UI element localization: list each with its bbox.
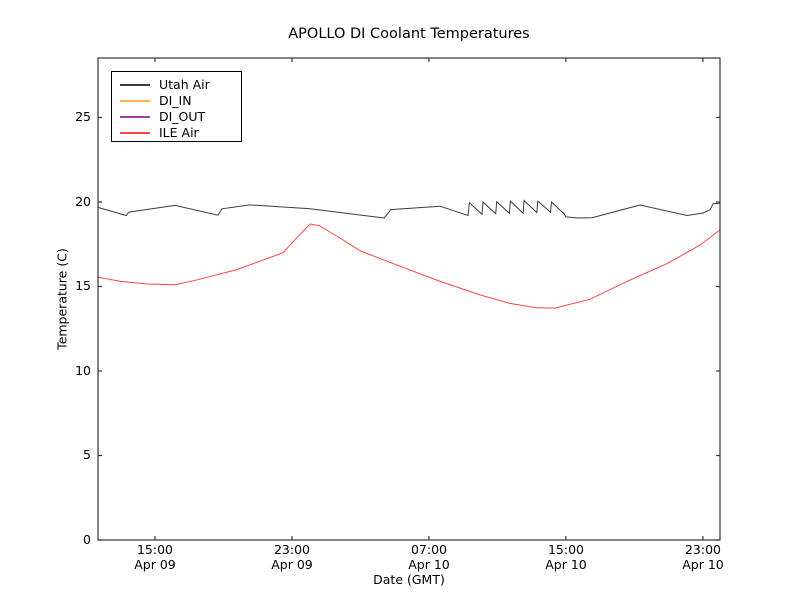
x-tick-label-1: 23:00 Apr 09 (250, 542, 334, 572)
x-tick-label-0: 15:00 Apr 09 (113, 542, 197, 572)
legend-item-di-in: DI_IN (120, 93, 233, 109)
legend: Utah Air DI_IN DI_OUT ILE Air (111, 71, 242, 142)
x-tick-time: 15:00 (547, 542, 585, 557)
x-tick-time: 07:00 (410, 542, 448, 557)
x-tick-date: Apr 10 (682, 557, 724, 572)
x-tick-label-2: 07:00 Apr 10 (387, 542, 471, 572)
x-tick-time: 23:00 (273, 542, 311, 557)
y-axis-label: Temperature (C) (54, 248, 70, 350)
ile-air-line-swatch (120, 132, 150, 134)
tick-marks (98, 58, 720, 541)
y-tick-label-25: 25 (75, 109, 91, 124)
legend-item-ile-air: ILE Air (120, 125, 233, 141)
x-tick-label-4: 23:00 Apr 10 (661, 542, 745, 572)
x-tick-date: Apr 09 (271, 557, 313, 572)
di-in-line-swatch (120, 100, 150, 102)
y-tick-label-0: 0 (83, 532, 91, 547)
y-tick-label-10: 10 (75, 363, 91, 378)
legend-label: DI_OUT (159, 109, 206, 124)
legend-label: Utah Air (159, 77, 210, 92)
legend-label: DI_IN (159, 93, 192, 108)
x-tick-time: 23:00 (684, 542, 722, 557)
legend-label: ILE Air (159, 125, 199, 140)
series-line-ile-air (97, 223, 721, 309)
x-tick-date: Apr 10 (408, 557, 450, 572)
series-line-utah-air (97, 199, 721, 219)
chart-title: APOLLO DI Coolant Temperatures (288, 26, 530, 42)
y-tick-label-5: 5 (83, 447, 91, 462)
x-tick-time: 15:00 (136, 542, 174, 557)
di-out-line-swatch (120, 116, 150, 118)
legend-item-utah-air: Utah Air (120, 77, 233, 93)
data-series-group (97, 199, 721, 541)
legend-item-di-out: DI_OUT (120, 109, 233, 125)
x-tick-date: Apr 10 (545, 557, 587, 572)
x-axis-label: Date (GMT) (373, 572, 445, 587)
x-tick-date: Apr 09 (134, 557, 176, 572)
x-tick-label-3: 15:00 Apr 10 (524, 542, 608, 572)
y-tick-label-15: 15 (75, 278, 91, 293)
utah-air-line-swatch (120, 84, 150, 86)
y-tick-label-20: 20 (75, 194, 91, 209)
axes-frame (97, 57, 721, 541)
